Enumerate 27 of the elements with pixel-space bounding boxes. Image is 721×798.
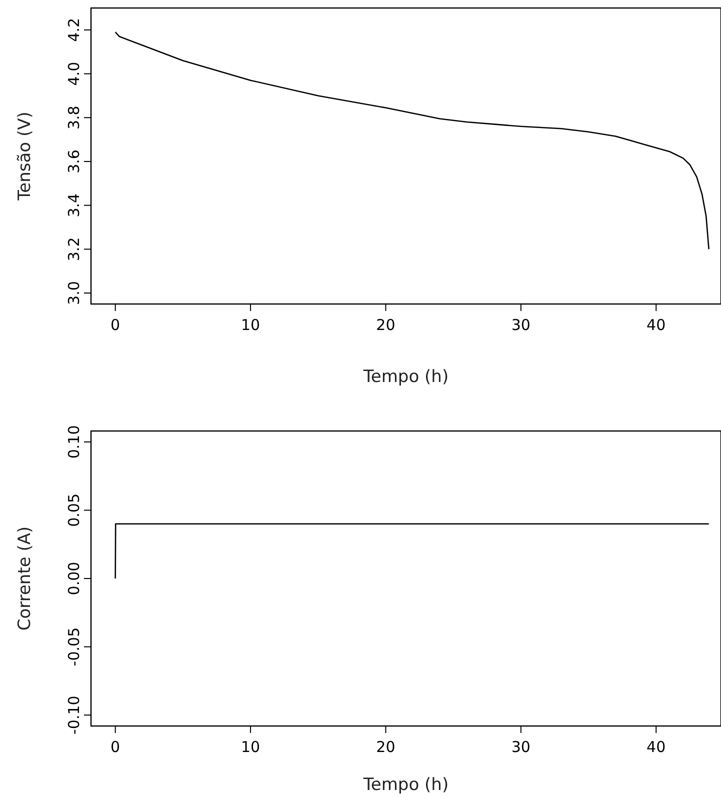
y-tick-label: 0.05 — [65, 494, 83, 527]
x-tick-label: 40 — [646, 738, 666, 756]
x-tick-label: 20 — [376, 738, 396, 756]
x-axis-title: Tempo (h) — [362, 367, 449, 387]
y-tick-label: -0.10 — [65, 696, 83, 734]
x-tick-label: 10 — [240, 316, 260, 334]
y-tick-label: 4.2 — [65, 18, 83, 42]
x-tick-label: 0 — [110, 316, 120, 334]
y-tick-label: 3.2 — [65, 237, 83, 262]
y-axis-title: Corrente (A) — [15, 526, 35, 631]
y-tick-label: 3.0 — [65, 281, 83, 305]
y-tick-label: 3.6 — [65, 150, 83, 174]
line-series — [114, 31, 710, 250]
y-tick-label: -0.05 — [65, 627, 83, 666]
x-tick-label: 40 — [646, 316, 666, 334]
x-axis-title: Tempo (h) — [362, 775, 449, 795]
y-tick-label: 3.4 — [65, 193, 83, 218]
y-tick-label: 4.0 — [65, 62, 83, 86]
x-tick-label: 30 — [511, 316, 530, 334]
x-tick-label: 30 — [511, 738, 530, 756]
y-tick-label: 0.10 — [65, 425, 83, 459]
y-tick-label: 0.00 — [65, 562, 83, 596]
x-tick-label: 10 — [240, 738, 260, 756]
x-tick-label: 20 — [376, 316, 396, 334]
y-tick-label: 3.8 — [65, 106, 83, 130]
x-tick-label: 0 — [110, 738, 120, 756]
y-axis-title: Tensão (V) — [15, 112, 35, 202]
